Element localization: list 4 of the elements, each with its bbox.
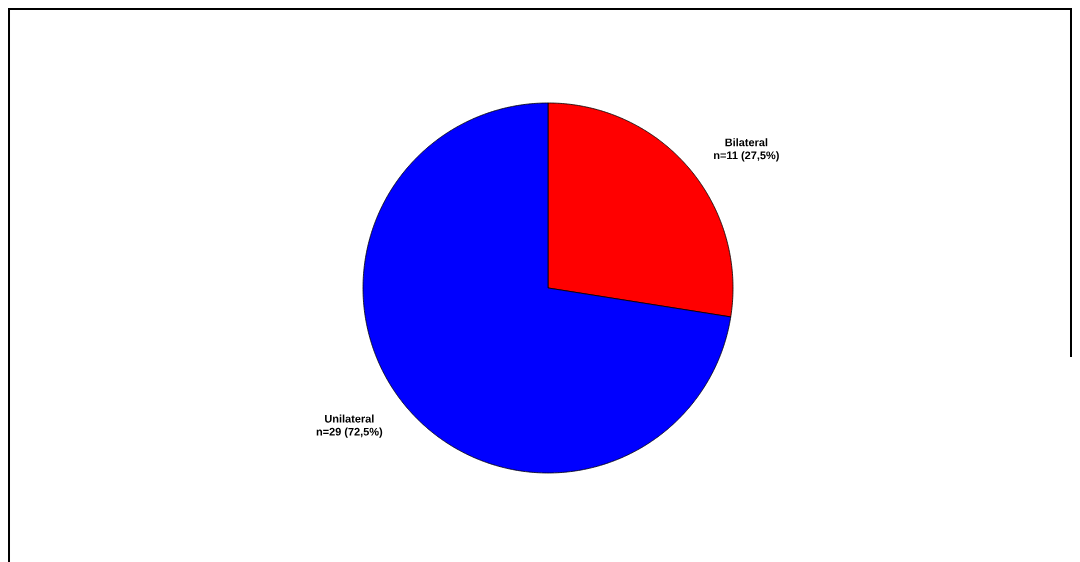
slice-label: Unilateral [325,414,374,423]
data-label: n=11 (27,5%) [714,151,779,162]
slice-label: Bilateral [725,138,768,147]
data-label: n=29 (72,5%) [316,427,383,438]
